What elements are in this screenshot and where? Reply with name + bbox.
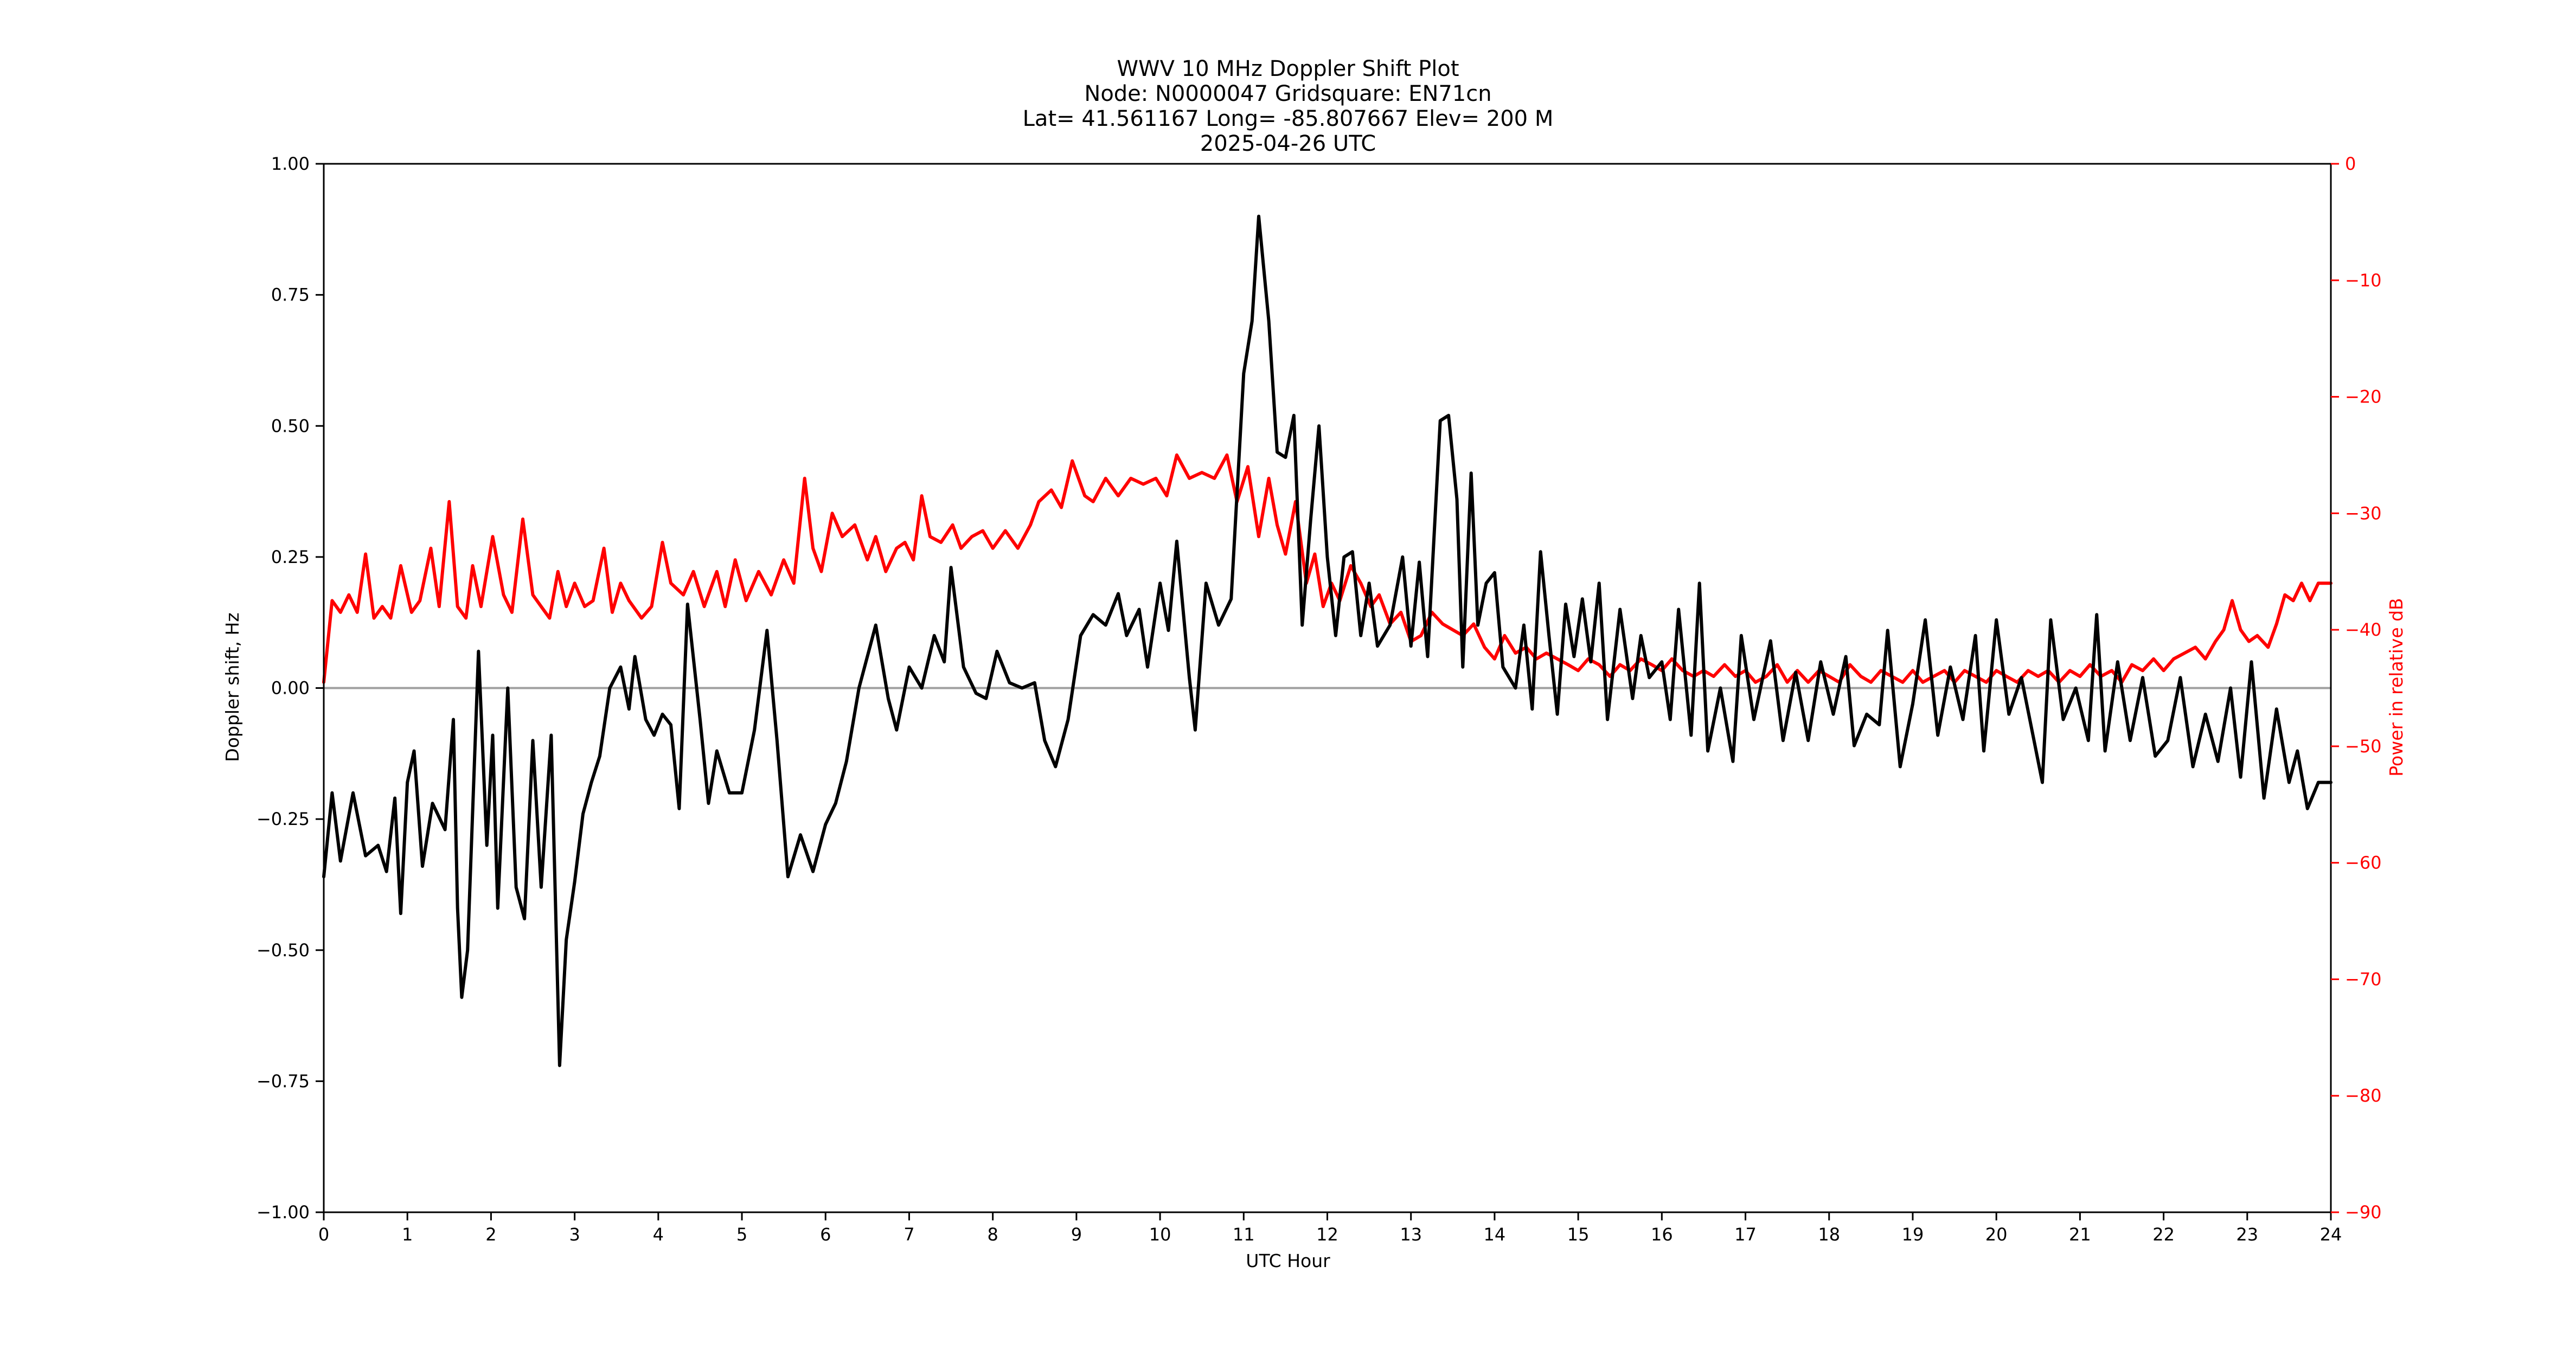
x-tick-label: 10: [1149, 1224, 1171, 1245]
x-tick-label: 12: [1316, 1224, 1338, 1245]
x-tick-label: 17: [1734, 1224, 1757, 1245]
y-tick-label: 0.50: [271, 415, 310, 436]
y-tick-label: −0.25: [257, 809, 310, 829]
x-tick-label: 20: [1985, 1224, 2008, 1245]
y2-tick-label: −60: [2345, 853, 2382, 873]
x-tick-label: 11: [1233, 1224, 1255, 1245]
axes: 0 1 2 3 4 5 6 7 8 9 10 11 12 13 14 15 16 17 18 19 20 21 22 23 24…: [257, 153, 2382, 1245]
x-tick-label: 0: [318, 1224, 329, 1245]
y-tick-label: 0.25: [271, 547, 310, 567]
y-axis-label: Doppler shift, Hz: [222, 612, 243, 762]
title-line-2: Node: N0000047 Gridsquare: EN71cn: [1084, 81, 1491, 106]
y2-tick-label: −70: [2345, 969, 2382, 989]
y2-tick-label: 0: [2345, 153, 2356, 174]
y2-tick-label: −20: [2345, 387, 2382, 407]
x-tick-label: 13: [1400, 1224, 1422, 1245]
y2-tick-label: −80: [2345, 1085, 2382, 1106]
x-tick-label: 19: [1902, 1224, 1924, 1245]
power-series-line: [322, 453, 2333, 684]
x-tick-label: 8: [987, 1224, 998, 1245]
x-tick-label: 1: [402, 1224, 413, 1245]
y-tick-label: −0.50: [257, 940, 310, 961]
y-tick-label: −0.75: [257, 1071, 310, 1091]
x-tick-label: 15: [1567, 1224, 1590, 1245]
doppler-series-line: [322, 214, 2333, 1067]
x-tick-label: 3: [569, 1224, 580, 1245]
x-tick-label: 24: [2320, 1224, 2342, 1245]
chart-title: WWV 10 MHz Doppler Shift Plot Node: N000…: [1023, 56, 1554, 156]
x-tick-label: 9: [1071, 1224, 1082, 1245]
x-tick-label: 2: [485, 1224, 496, 1245]
y2-tick-label: −10: [2345, 270, 2382, 291]
title-line-1: WWV 10 MHz Doppler Shift Plot: [1117, 56, 1459, 81]
y2-tick-label: −90: [2345, 1202, 2382, 1223]
x-tick-label: 22: [2152, 1224, 2175, 1245]
x-tick-label: 16: [1651, 1224, 1673, 1245]
x-tick-label: 14: [1484, 1224, 1506, 1245]
x-tick-label: 6: [820, 1224, 831, 1245]
y-tick-label: 1.00: [271, 153, 310, 174]
y-tick-label: 0.00: [271, 678, 310, 699]
y2-tick-label: −40: [2345, 619, 2382, 640]
x-axis-label: UTC Hour: [1246, 1250, 1330, 1271]
x-tick-label: 7: [903, 1224, 914, 1245]
x-tick-label: 23: [2236, 1224, 2258, 1245]
x-tick-label: 18: [1818, 1224, 1840, 1245]
title-line-3: Lat= 41.561167 Long= -85.807667 Elev= 20…: [1023, 106, 1554, 131]
x-tick-label: 4: [653, 1224, 664, 1245]
y2-tick-label: −30: [2345, 503, 2382, 523]
x-tick-label: 5: [736, 1224, 747, 1245]
title-line-4: 2025-04-26 UTC: [1200, 131, 1376, 156]
x-tick-label: 21: [2069, 1224, 2091, 1245]
y-tick-label: −1.00: [257, 1202, 310, 1223]
y2-axis-label: Power in relative dB: [2386, 598, 2407, 776]
y2-tick-label: −50: [2345, 736, 2382, 757]
plot-area: [322, 214, 2333, 1067]
y-tick-label: 0.75: [271, 285, 310, 305]
